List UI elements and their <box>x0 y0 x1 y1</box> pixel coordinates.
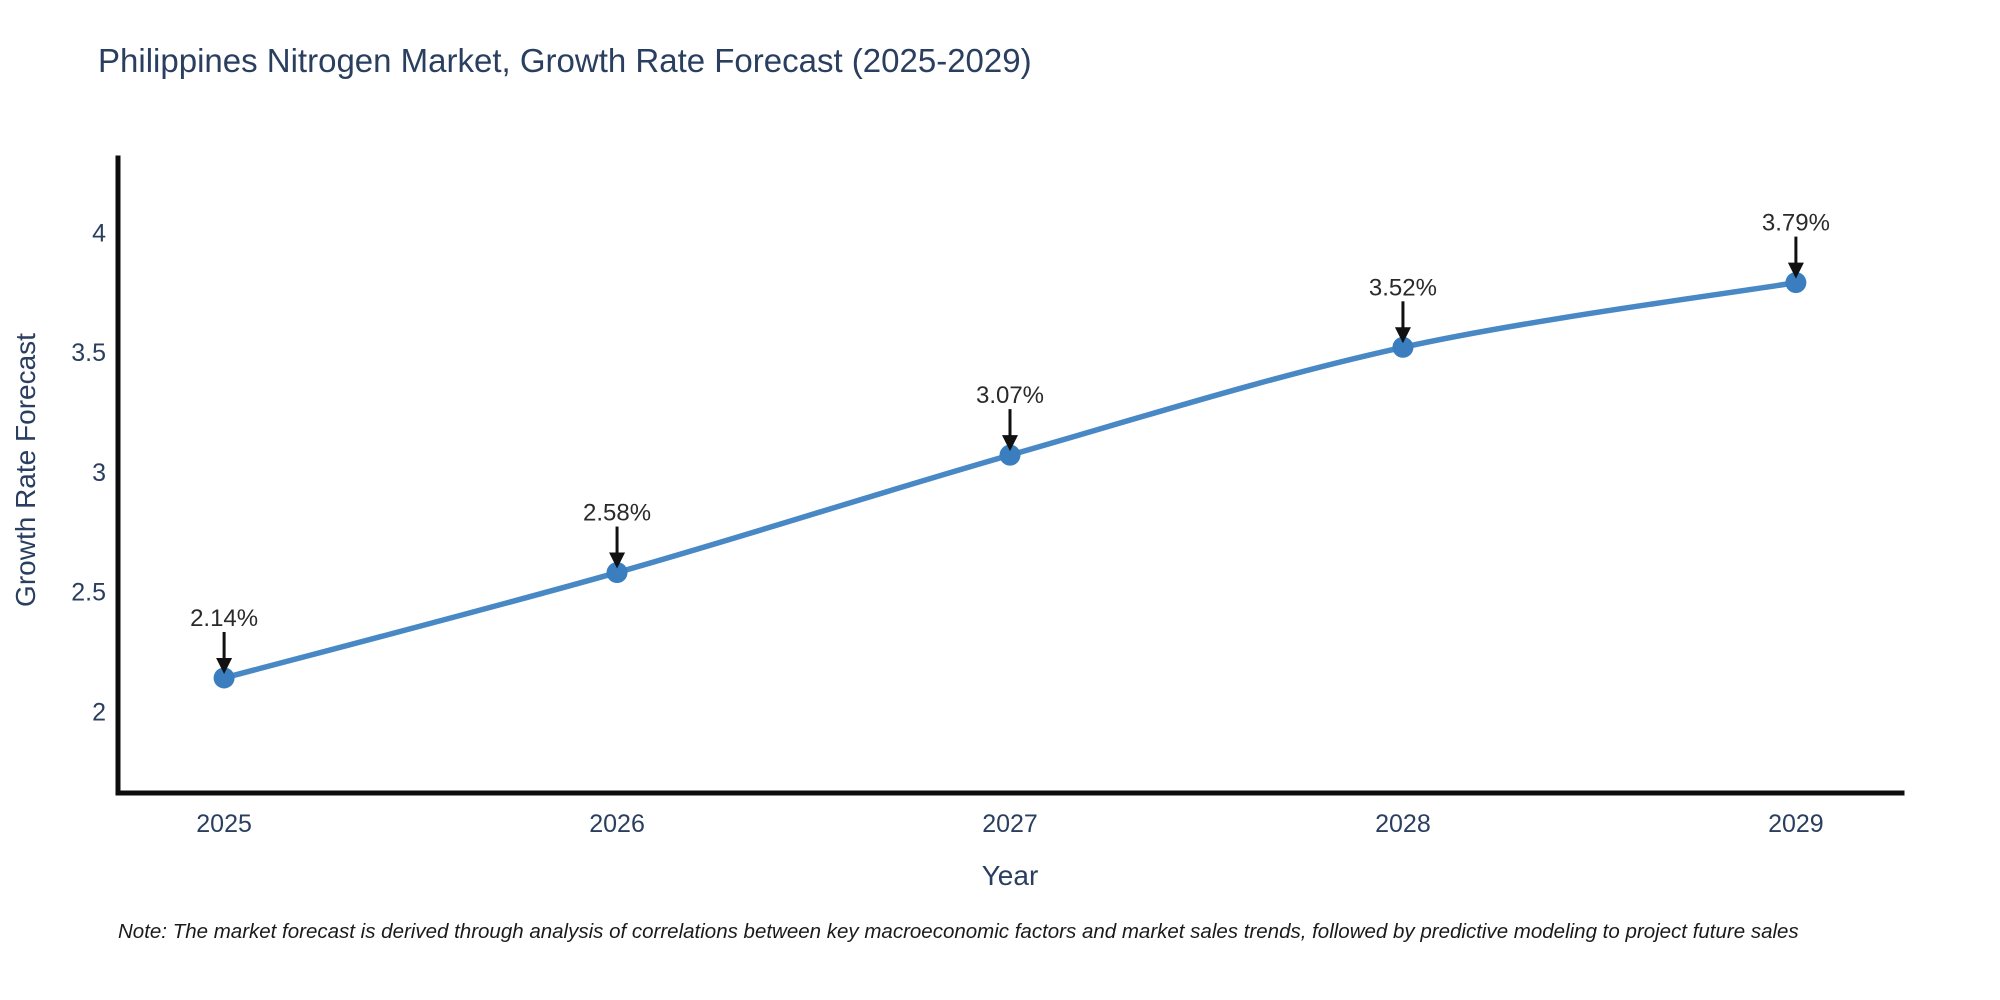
x-axis-title: Year <box>981 860 1039 891</box>
annotation-arrowhead <box>1002 435 1018 452</box>
x-tick-label: 2028 <box>1375 810 1431 838</box>
x-tick-label: 2026 <box>589 810 645 838</box>
y-tick-label: 3 <box>92 459 106 487</box>
data-point-label: 2.14% <box>190 605 258 632</box>
chart-title: Philippines Nitrogen Market, Growth Rate… <box>98 42 1032 79</box>
y-axis-title: Growth Rate Forecast <box>10 333 41 607</box>
data-point-marker[interactable] <box>213 667 235 689</box>
data-point-marker[interactable] <box>999 444 1021 466</box>
data-point-label: 3.52% <box>1369 274 1437 301</box>
y-tick-label: 3.5 <box>71 339 106 367</box>
chart-footnote: Note: The market forecast is derived thr… <box>118 920 1799 943</box>
annotation-arrowhead <box>216 657 233 674</box>
data-point-marker[interactable] <box>1785 272 1807 294</box>
data-point-label: 3.07% <box>976 382 1044 409</box>
x-tick-label: 2025 <box>196 810 252 838</box>
y-tick-label: 2 <box>92 699 106 727</box>
data-point-marker[interactable] <box>606 562 628 584</box>
data-point-marker[interactable] <box>1392 336 1414 358</box>
annotation-arrowhead <box>1394 327 1411 344</box>
annotation-arrowhead <box>1787 262 1804 279</box>
axis-lines <box>115 155 1905 796</box>
y-tick-label: 4 <box>92 219 106 247</box>
annotation-arrowhead <box>609 552 626 569</box>
data-point-label: 2.58% <box>583 500 651 527</box>
x-tick-label: 2027 <box>982 810 1038 838</box>
y-tick-label: 2.5 <box>71 579 106 607</box>
x-tick-label: 2029 <box>1768 810 1824 838</box>
data-point-label: 3.79% <box>1762 210 1830 237</box>
forecast-line <box>223 279 1797 681</box>
